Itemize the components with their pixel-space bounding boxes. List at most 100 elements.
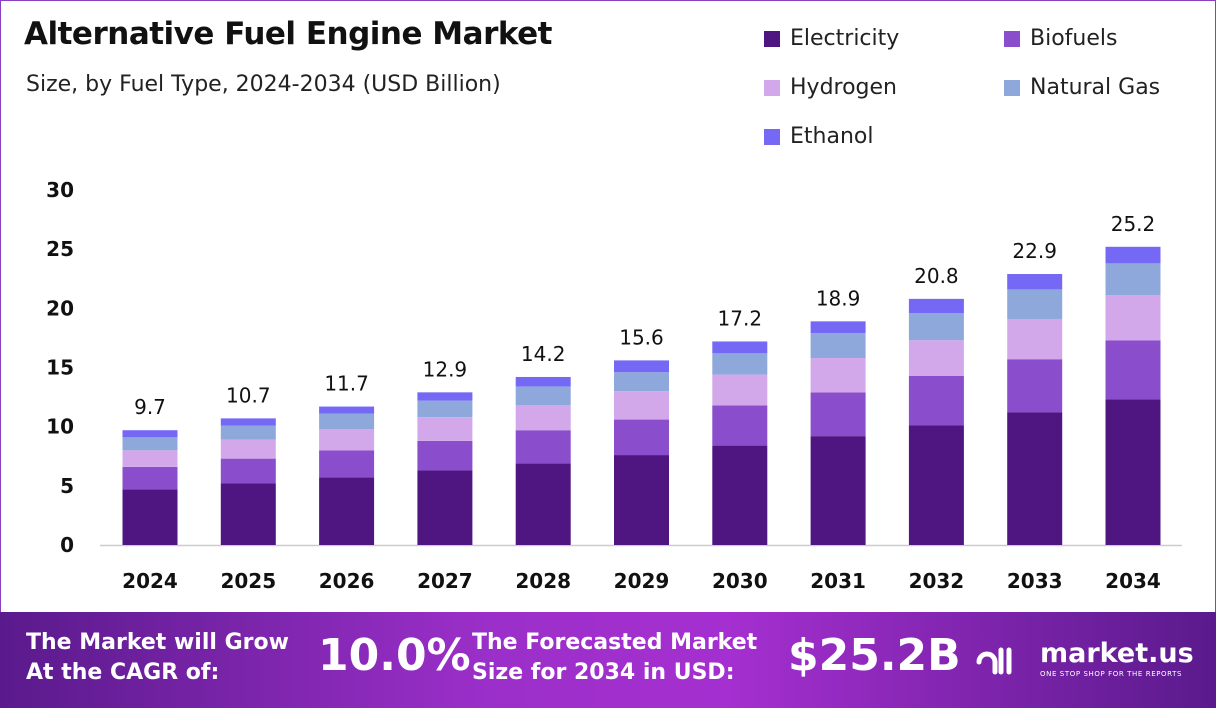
x-tick-label: 2029: [614, 569, 670, 593]
bar-segment-electricity: [614, 455, 669, 545]
bar-total-label: 22.9: [1012, 239, 1057, 263]
y-tick-label: 10: [46, 415, 74, 439]
legend-swatch: [764, 128, 780, 145]
bar-segment-ethanol: [1007, 274, 1063, 290]
y-tick-label: 30: [46, 178, 74, 202]
x-tick-label: 2024: [122, 569, 178, 593]
bar-segment-natural-gas: [1007, 289, 1063, 319]
bar-total-label: 12.9: [423, 357, 468, 381]
bar-segment-hydrogen: [220, 439, 276, 459]
bar-segment-electricity: [712, 445, 768, 545]
bar-segment-biofuels: [220, 458, 276, 484]
legend-item-ethanol: Ethanol: [764, 124, 873, 149]
y-tick-label: 0: [60, 533, 74, 557]
bar-segment-hydrogen: [319, 429, 375, 451]
bar-segment-biofuels: [712, 405, 768, 446]
x-tick-label: 2027: [417, 569, 473, 593]
market-us-logo-icon: [976, 647, 1012, 675]
forecast-value: $25.2B: [788, 630, 961, 681]
bar-segment-biofuels: [1007, 359, 1063, 413]
bar-segment-biofuels: [122, 466, 178, 490]
bar-total-label: 17.2: [718, 306, 763, 330]
brand-tagline: ONE STOP SHOP FOR THE REPORTS: [1040, 670, 1183, 678]
legend-swatch: [764, 79, 780, 96]
forecast-label-line1: The Forecasted Market: [472, 630, 758, 655]
bar-segment-natural-gas: [712, 353, 768, 375]
legend-swatch: [1004, 79, 1020, 96]
bar-segment-electricity: [515, 463, 571, 545]
legend-item-natural-gas: Natural Gas: [1004, 75, 1160, 100]
y-tick-label: 5: [60, 474, 74, 498]
bar-segment-electricity: [220, 483, 276, 545]
legend-label: Hydrogen: [790, 75, 897, 100]
bar-total-label: 20.8: [914, 264, 959, 288]
bar-segment-biofuels: [515, 430, 571, 464]
bar-segment-hydrogen: [810, 358, 866, 393]
bar-segment-hydrogen: [1105, 295, 1161, 341]
chart-subtitle: Size, by Fuel Type, 2024-2034 (USD Billi…: [26, 72, 501, 97]
bar-segment-natural-gas: [417, 400, 473, 418]
bar-segment-ethanol: [1105, 246, 1161, 264]
x-tick-label: 2028: [515, 569, 571, 593]
bar-segment-ethanol: [908, 298, 964, 314]
bar-segment-ethanol: [515, 376, 571, 387]
y-tick-label: 25: [46, 237, 74, 261]
bar-segment-biofuels: [614, 419, 669, 456]
legend-swatch: [1004, 30, 1020, 47]
bar-segment-biofuels: [319, 450, 375, 478]
forecast-label: The Forecasted Market Size for 2034 in US…: [472, 628, 757, 688]
bar-total-label: 25.2: [1111, 212, 1156, 236]
bar-segment-ethanol: [220, 418, 276, 426]
bar-total-label: 14.2: [521, 342, 566, 366]
cagr-label-line2: At the CAGR of:: [26, 660, 220, 685]
legend-label: Electricity: [790, 26, 900, 51]
bar-segment-hydrogen: [712, 374, 768, 406]
bar-segment-biofuels: [908, 375, 964, 426]
bar-segment-hydrogen: [122, 450, 178, 467]
x-tick-label: 2030: [712, 569, 768, 593]
x-tick-label: 2032: [909, 569, 965, 593]
cagr-value: 10.0%: [318, 630, 471, 681]
bar-segment-biofuels: [417, 440, 473, 471]
forecast-label-line2: Size for 2034 in USD:: [472, 660, 735, 685]
bar-segment-hydrogen: [614, 391, 669, 420]
legend-label: Biofuels: [1030, 26, 1118, 51]
bar-segment-biofuels: [1105, 340, 1161, 400]
cagr-label: The Market will Grow At the CAGR of:: [26, 628, 289, 688]
bar-segment-ethanol: [810, 321, 866, 334]
bar-segment-natural-gas: [810, 333, 866, 359]
bar-total-label: 9.7: [134, 395, 166, 419]
bar-total-label: 11.7: [324, 372, 369, 396]
x-tick-label: 2026: [319, 569, 375, 593]
legend-item-electricity: Electricity: [764, 26, 899, 51]
y-tick-label: 20: [46, 296, 74, 320]
bar-segment-ethanol: [122, 430, 178, 438]
bar-segment-electricity: [122, 489, 178, 545]
brand-name: market.us: [1040, 638, 1194, 669]
bar-total-label: 15.6: [619, 325, 664, 349]
legend-item-biofuels: Biofuels: [1004, 26, 1117, 51]
bar-total-label: 18.9: [816, 286, 861, 310]
cagr-label-line1: The Market will Grow: [26, 630, 289, 655]
bar-segment-ethanol: [319, 406, 375, 414]
footer-banner: The Market will Grow At the CAGR of: 10.0…: [0, 612, 1216, 708]
bar-segment-natural-gas: [122, 437, 178, 451]
bar-segment-electricity: [810, 436, 866, 545]
x-tick-label: 2034: [1105, 569, 1161, 593]
chart-title: Alternative Fuel Engine Market: [24, 16, 552, 52]
legend-label: Ethanol: [790, 124, 874, 149]
bar-segment-hydrogen: [1007, 318, 1063, 360]
bar-segment-biofuels: [810, 392, 866, 437]
bar-segment-natural-gas: [515, 386, 571, 406]
bar-segment-natural-gas: [220, 425, 276, 440]
legend-item-hydrogen: Hydrogen: [764, 75, 897, 100]
bar-segment-ethanol: [417, 392, 473, 401]
bar-segment-ethanol: [614, 360, 669, 373]
bar-segment-hydrogen: [515, 405, 571, 431]
bar-segment-hydrogen: [417, 417, 473, 441]
bar-segment-natural-gas: [1105, 263, 1161, 296]
bar-segment-natural-gas: [908, 313, 964, 341]
y-tick-label: 15: [46, 356, 74, 380]
x-tick-label: 2033: [1007, 569, 1063, 593]
chart-plot: 0510152025309.7202410.7202511.7202612.92…: [46, 178, 1182, 593]
